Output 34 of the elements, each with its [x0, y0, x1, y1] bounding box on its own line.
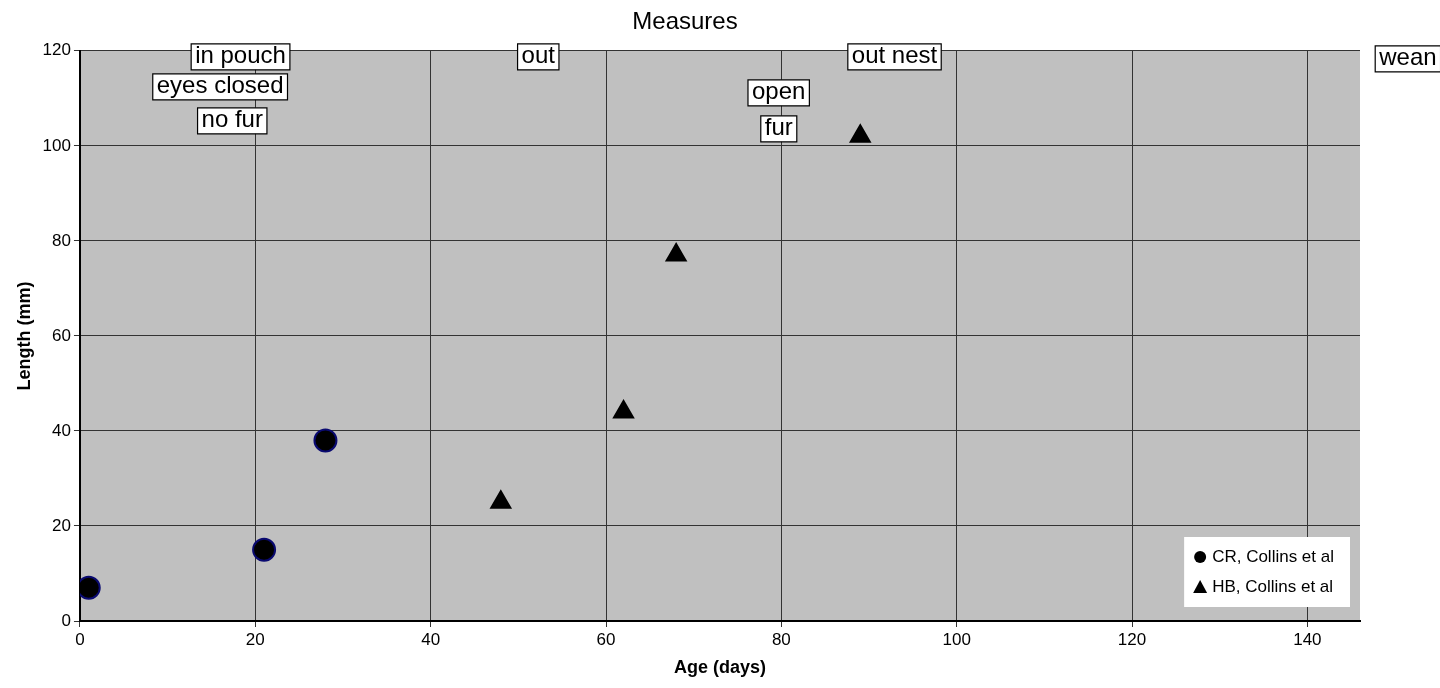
y-tick-label: 60: [52, 325, 71, 345]
legend-label: CR, Collins et al: [1212, 546, 1334, 566]
annotation: eyes closed: [156, 71, 284, 99]
y-tick-label: 80: [52, 230, 71, 250]
legend-label: HB, Collins et al: [1212, 576, 1334, 596]
point: [613, 399, 635, 419]
point: [849, 124, 871, 143]
point: [665, 243, 687, 262]
y-tick-label: 20: [52, 515, 71, 535]
chart-title: Measures: [632, 7, 738, 35]
y-tick-label: 0: [61, 610, 71, 630]
point: [313, 428, 338, 453]
annotation: no fur: [201, 105, 263, 133]
x-tick-label: 80: [771, 629, 791, 649]
text: wean: [1378, 43, 1437, 71]
annotation: fur: [764, 113, 793, 141]
y-tick-label: 40: [52, 420, 71, 440]
annotation: in pouch: [195, 41, 286, 69]
annotation: out: [521, 41, 556, 69]
point: [490, 490, 512, 509]
x-tick-label: 60: [596, 629, 616, 649]
x-tick-label: 140: [1293, 629, 1322, 649]
x-axis-title: Age (days): [673, 657, 766, 678]
x-tick-label: 120: [1117, 629, 1147, 649]
x-tick-label: 0: [75, 629, 85, 649]
y-tick-label: 100: [42, 135, 71, 155]
x-tick-label: 40: [421, 629, 441, 649]
x-tick-label: 100: [942, 629, 971, 649]
annotation: open: [751, 77, 806, 105]
annotation: out nest: [851, 41, 938, 69]
y-tick-label: 120: [42, 40, 71, 60]
point: [252, 537, 277, 562]
y-axis-title: Length (mm): [13, 281, 34, 391]
x-tick-label: 20: [245, 629, 265, 649]
